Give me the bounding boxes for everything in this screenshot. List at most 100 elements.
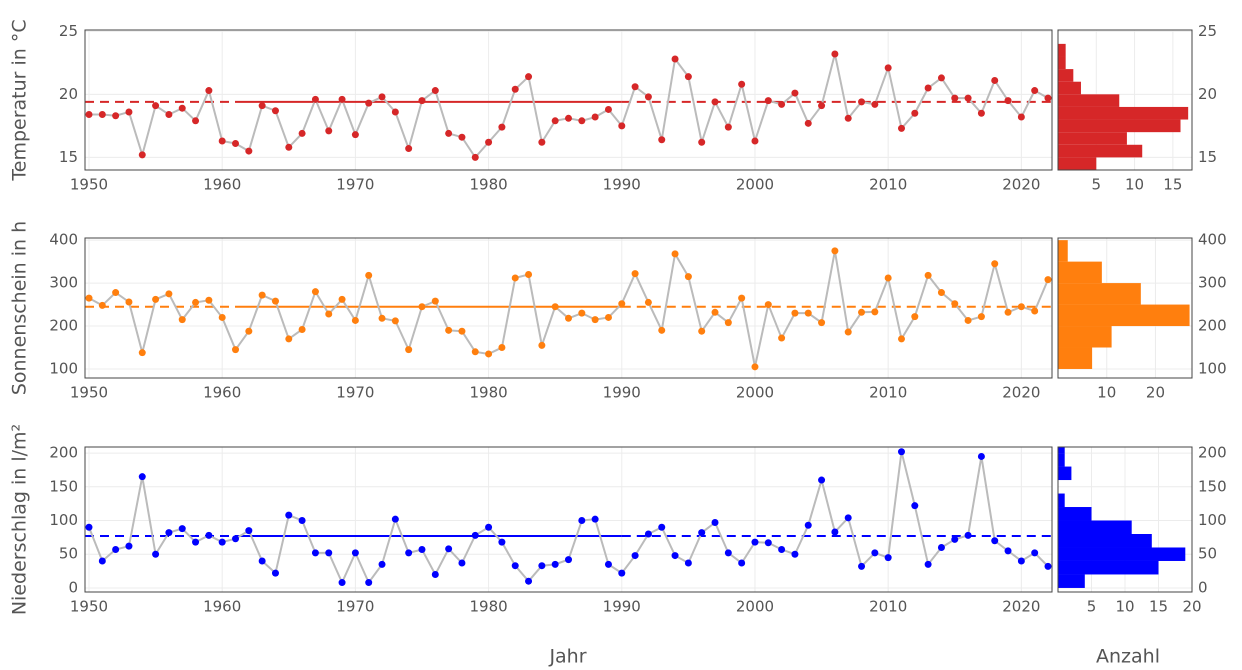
data-point: [844, 514, 852, 522]
data-point: [325, 310, 333, 318]
data-point: [711, 519, 719, 527]
histogram-area: [1058, 238, 1192, 378]
y-tick-label: 100: [49, 511, 78, 529]
data-point: [498, 538, 506, 546]
data-point: [165, 529, 173, 537]
data-point: [485, 350, 493, 358]
data-point: [791, 550, 799, 558]
data-point: [391, 515, 399, 523]
data-point: [192, 298, 200, 306]
data-point: [1017, 557, 1025, 565]
data-point: [937, 74, 945, 82]
plot-area: [85, 30, 1052, 170]
hist-x-tick-label: 10: [1097, 384, 1116, 402]
data-point: [471, 348, 479, 356]
data-point: [804, 119, 812, 127]
data-point: [445, 129, 453, 137]
data-point: [511, 274, 519, 282]
histogram-bar: [1058, 466, 1072, 481]
data-point: [724, 123, 732, 131]
data-point: [884, 64, 892, 72]
hist-x-tick-label: 15: [1163, 176, 1182, 194]
data-point: [471, 531, 479, 539]
data-point: [604, 313, 612, 321]
data-point: [991, 76, 999, 84]
data-point: [431, 570, 439, 578]
data-point: [378, 93, 386, 101]
data-point: [325, 127, 333, 135]
histogram-bar: [1058, 132, 1127, 145]
y-tick-label: 150: [49, 477, 78, 495]
data-point: [1004, 97, 1012, 105]
data-point: [498, 123, 506, 131]
x-tick-label: 1950: [70, 384, 108, 402]
data-point: [604, 105, 612, 113]
data-point: [804, 521, 812, 529]
data-point: [831, 50, 839, 58]
data-point: [351, 549, 359, 557]
y2-tick-label: 200: [1198, 444, 1227, 462]
data-point: [98, 301, 106, 309]
data-point: [1044, 276, 1052, 284]
y2-tick-label: 400: [1198, 231, 1227, 249]
data-point: [591, 515, 599, 523]
data-point: [964, 316, 972, 324]
x-tick-label: 1950: [70, 598, 108, 616]
data-point: [684, 559, 692, 567]
data-point: [138, 473, 146, 481]
data-point: [618, 122, 626, 130]
data-point: [378, 560, 386, 568]
data-point: [858, 308, 866, 316]
data-point: [205, 87, 213, 95]
data-point: [192, 117, 200, 125]
data-point: [884, 554, 892, 562]
data-point: [498, 344, 506, 352]
data-point: [658, 136, 666, 144]
histogram-bar: [1058, 283, 1141, 305]
data-point: [418, 546, 426, 554]
data-point: [738, 559, 746, 567]
data-point: [871, 549, 879, 557]
data-point: [924, 84, 932, 92]
data-point: [112, 112, 120, 120]
data-point: [245, 527, 253, 535]
y-tick-label: 0: [68, 578, 78, 596]
data-point: [298, 325, 306, 333]
data-point: [445, 545, 453, 553]
data-point: [378, 314, 386, 322]
data-point: [578, 309, 586, 317]
y2-tick-label: 100: [1198, 359, 1227, 377]
data-point: [271, 297, 279, 305]
data-point: [818, 102, 826, 110]
histogram-bar: [1058, 520, 1132, 534]
data-point: [778, 334, 786, 342]
data-point: [724, 319, 732, 327]
data-point: [98, 111, 106, 119]
data-point: [844, 114, 852, 122]
data-point: [285, 511, 293, 519]
data-point: [311, 288, 319, 296]
data-point: [751, 363, 759, 371]
y-tick-label: 100: [49, 359, 78, 377]
data-point: [751, 538, 759, 546]
x-tick-label: 1960: [203, 598, 241, 616]
data-point: [1044, 562, 1052, 570]
data-point: [738, 80, 746, 88]
data-point: [778, 546, 786, 554]
data-point: [911, 313, 919, 321]
data-point: [351, 316, 359, 324]
data-point: [311, 95, 319, 103]
x-tick-label: 2010: [869, 176, 907, 194]
data-point: [511, 85, 519, 93]
data-point: [698, 138, 706, 146]
hist-x-tick-label: 5: [1087, 598, 1097, 616]
histogram-bar: [1058, 94, 1120, 107]
data-point: [1017, 113, 1025, 121]
x-tick-label: 2010: [869, 598, 907, 616]
data-point: [764, 539, 772, 547]
data-point: [831, 528, 839, 536]
data-point: [644, 298, 652, 306]
data-point: [458, 327, 466, 335]
data-point: [431, 297, 439, 305]
data-point: [658, 523, 666, 531]
